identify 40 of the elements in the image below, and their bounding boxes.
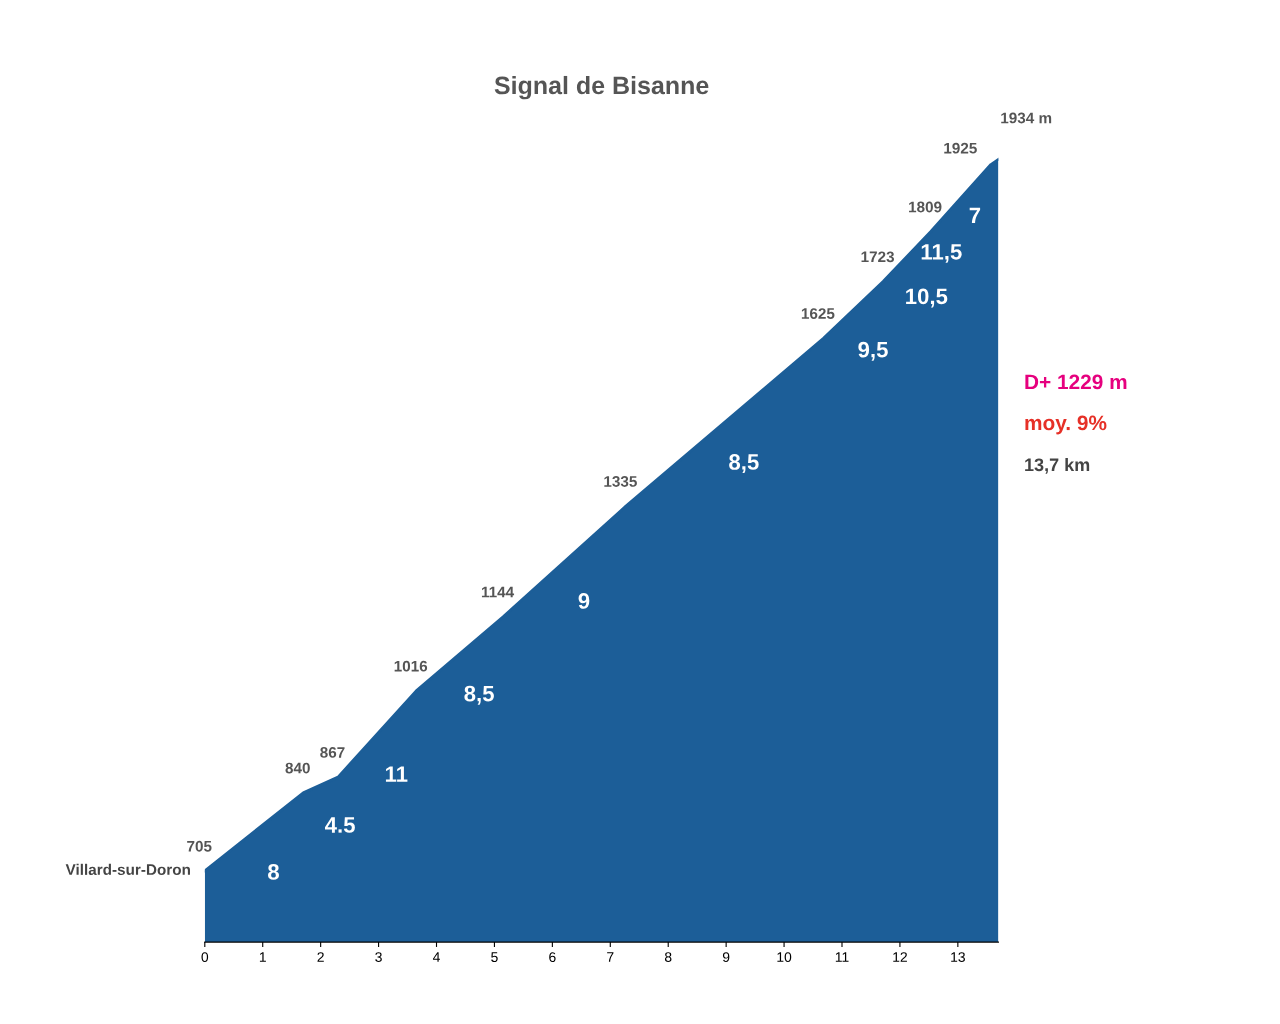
- annotation: Villard-sur-Doron: [65, 863, 190, 876]
- x-tick-label: 11: [835, 952, 849, 962]
- x-tick-label: 12: [893, 952, 907, 962]
- x-tick-label: 6: [549, 952, 556, 962]
- data-label: 1809: [909, 201, 942, 213]
- annotation: 9,5: [858, 341, 888, 361]
- x-tick-label: 1: [259, 952, 266, 962]
- x-tick-label: 4: [432, 952, 440, 962]
- x-tick-label: 13: [951, 952, 965, 962]
- annotation: 11: [385, 766, 408, 782]
- data-label: 705: [187, 840, 212, 852]
- text: moy. 9%: [1025, 415, 1107, 435]
- x-tick-label: 3: [375, 952, 382, 962]
- data-label: 867: [320, 747, 345, 758]
- text: D+ 1229 m: [1025, 374, 1127, 390]
- annotation: 9: [578, 593, 590, 609]
- data-label: 1016: [394, 660, 428, 672]
- text: 13,7 km: [1025, 457, 1090, 474]
- annotation: 10,5: [906, 288, 948, 308]
- chart-title: Signal de Bisanne: [494, 75, 709, 100]
- data-label: 1925: [944, 142, 977, 154]
- x-tick-label: 7: [607, 952, 614, 962]
- annotation: 7: [969, 207, 981, 223]
- annotation: 8,5: [464, 685, 494, 705]
- data-label: 1934 m: [1001, 112, 1052, 124]
- x-tick-label: 8: [664, 952, 672, 962]
- data-label: 840: [285, 762, 310, 774]
- x-tick-label: 2: [317, 952, 324, 962]
- annotation: 8,5: [729, 454, 759, 474]
- data-label: 1723: [861, 251, 895, 263]
- data-label: 1625: [801, 308, 835, 319]
- x-tick-label: 9: [722, 952, 730, 962]
- data-label: 1144: [481, 586, 515, 598]
- x-tick-label: 0: [201, 952, 209, 962]
- data-label: 1335: [604, 476, 637, 487]
- x-tick-label: 10: [777, 952, 792, 962]
- x-tick-label: 5: [491, 952, 498, 962]
- annotation: 8: [268, 864, 279, 880]
- annotation: 4.5: [324, 817, 355, 833]
- annotation: 11,5: [921, 244, 962, 263]
